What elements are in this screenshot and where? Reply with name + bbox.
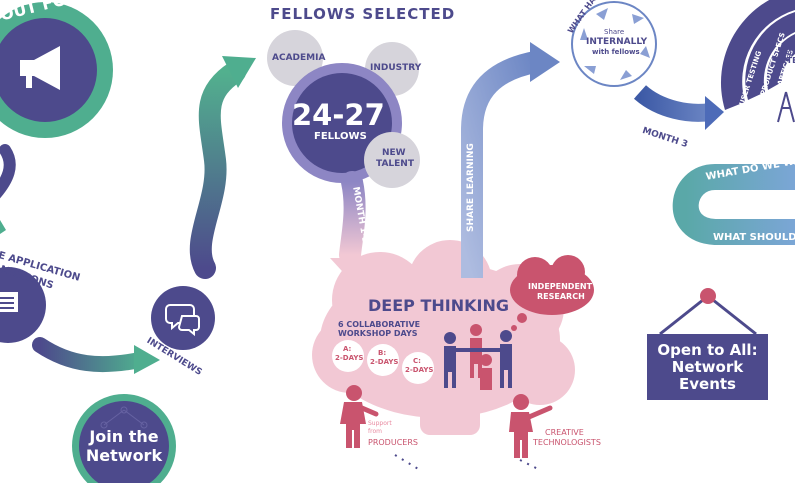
day-b-line2: 2-DAYS <box>370 358 399 366</box>
banner-node <box>0 2 113 138</box>
fellows-academia: ACADEMIA <box>272 53 326 63</box>
pin-icon <box>700 288 716 304</box>
question-what-should: WHAT SHOULD <box>713 232 795 243</box>
megaphone-icon <box>20 46 60 90</box>
share-internally-node <box>571 1 657 87</box>
day-c-circle <box>402 352 434 384</box>
join-line2: Network <box>85 446 163 465</box>
people-group-icon <box>340 324 553 458</box>
interviews-node <box>151 286 215 350</box>
day-a-circle <box>332 340 364 372</box>
fellows-new-talent-1: NEW <box>382 148 406 158</box>
day-b-circle <box>367 344 399 376</box>
day-c-line1: C: <box>413 357 421 365</box>
independent-line1: INDEPENDENT <box>528 282 593 291</box>
share-external-node <box>721 0 795 123</box>
support-line1: Support <box>368 420 392 427</box>
events-sign-hanger <box>659 288 757 336</box>
support-line2: from <box>368 428 382 435</box>
creative-line2: TECHNOLOGISTS <box>533 438 601 447</box>
events-line1: Open to All: <box>657 340 758 359</box>
arrow-to-interviews <box>32 337 148 373</box>
arrow-to-fellows <box>189 61 246 279</box>
network-icon <box>100 406 148 429</box>
share-external-title: EXTERN <box>775 56 795 65</box>
fellows-count: 24-27 <box>292 98 385 132</box>
share-internally-title: INTERNALLY <box>586 37 648 47</box>
fellows-node <box>267 30 420 188</box>
share-internally-share: Share <box>604 28 625 36</box>
chat-bubbles-icon <box>165 304 195 331</box>
events-line2: Network <box>671 357 744 376</box>
fellows-new-talent-2: TALENT <box>376 159 414 169</box>
arrow-share-learning <box>461 51 538 278</box>
share-learning-label: SHARE LEARNING <box>466 143 476 232</box>
fellows-heading: FELLOWS SELECTED <box>270 5 456 23</box>
independent-research-cloud <box>510 255 594 331</box>
independent-line2: RESEARCH <box>537 292 585 301</box>
antenna-icon <box>777 91 795 123</box>
events-line3: Events <box>679 374 736 393</box>
questions-band <box>672 164 795 245</box>
fellows-industry: INDUSTRY <box>370 63 422 73</box>
connector-arc-left <box>0 144 16 199</box>
join-network-button[interactable]: Join the Network <box>78 400 170 492</box>
producers-label: PRODUCERS <box>368 438 418 447</box>
join-circle <box>79 401 169 483</box>
share-external-share: Share <box>785 48 795 56</box>
creative-line1: CREATIVE <box>545 428 584 437</box>
day-a-line2: 2-DAYS <box>335 354 364 362</box>
deep-thinking-title: DEEP THINKING <box>368 296 509 315</box>
day-b-line1: B: <box>378 349 387 357</box>
cycle-arrows-icon <box>580 8 650 80</box>
network-events-sign[interactable]: Open to All: Network Events <box>647 334 768 400</box>
workshop-line1: 6 COLLABORATIVE <box>338 320 421 329</box>
share-internally-sub: with fellows <box>592 48 640 56</box>
arrow-month-1-3 <box>339 171 366 266</box>
day-a-line1: A: <box>343 345 352 353</box>
join-line1: Join the <box>89 427 159 446</box>
application-node <box>0 267 46 343</box>
arrow-month-3 <box>633 84 712 122</box>
workshop-line2: WORKSHOP DAYS <box>338 329 418 338</box>
fellows-count-label: FELLOWS <box>314 131 367 142</box>
day-c-line2: 2-DAYS <box>405 366 434 374</box>
